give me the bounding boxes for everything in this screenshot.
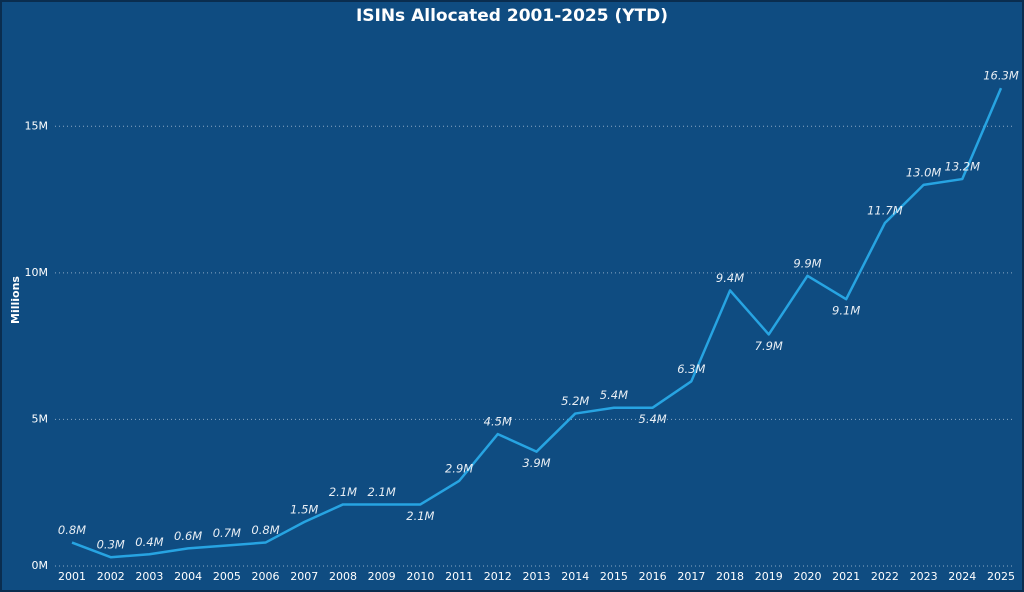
x-tick-label: 2001 [58, 570, 86, 583]
data-label: 0.7M [213, 526, 241, 540]
x-tick-label: 2007 [290, 570, 318, 583]
data-label: 0.4M [135, 535, 163, 549]
x-tick-label: 2008 [329, 570, 357, 583]
data-label: 0.8M [251, 523, 279, 537]
x-tick-label: 2004 [174, 570, 202, 583]
data-label: 9.9M [793, 256, 821, 270]
x-tick-label: 2005 [213, 570, 241, 583]
data-label: 13.2M [945, 160, 981, 174]
data-label: 5.4M [639, 412, 667, 426]
x-tick-label: 2010 [406, 570, 434, 583]
y-tick-label: 10M [25, 266, 49, 279]
data-label: 1.5M [290, 503, 318, 517]
data-label: 4.5M [484, 415, 512, 429]
data-label: 2.9M [445, 461, 473, 475]
data-label: 9.4M [716, 271, 744, 285]
data-label: 16.3M [983, 69, 1019, 83]
data-label: 11.7M [867, 204, 903, 218]
x-tick-label: 2024 [948, 570, 976, 583]
y-tick-label: 5M [32, 412, 49, 425]
x-tick-label: 2009 [368, 570, 396, 583]
y-tick-label: 15M [25, 119, 49, 132]
chart-title: ISINs Allocated 2001-2025 (YTD) [356, 6, 668, 26]
data-label: 3.9M [522, 456, 550, 470]
x-tick-label: 2015 [600, 570, 628, 583]
data-label: 13.0M [906, 165, 942, 179]
x-tick-label: 2025 [987, 570, 1015, 583]
x-tick-label: 2003 [135, 570, 163, 583]
x-tick-label: 2006 [252, 570, 280, 583]
x-tick-label: 2016 [639, 570, 667, 583]
data-label: 2.1M [329, 485, 357, 499]
x-tick-label: 2022 [871, 570, 899, 583]
y-axis-title: Millions [9, 276, 22, 324]
data-label: 9.1M [832, 304, 860, 318]
x-tick-label: 2014 [561, 570, 589, 583]
x-tick-label: 2018 [716, 570, 744, 583]
data-label: 6.3M [677, 362, 705, 376]
x-tick-label: 2002 [97, 570, 125, 583]
x-tick-label: 2020 [793, 570, 821, 583]
x-tick-label: 2017 [677, 570, 705, 583]
data-label: 5.4M [600, 388, 628, 402]
x-tick-label: 2021 [832, 570, 860, 583]
x-tick-label: 2011 [445, 570, 473, 583]
data-label: 0.6M [174, 529, 202, 543]
data-line [71, 87, 1003, 559]
data-label: 5.2M [561, 394, 589, 408]
data-label: 2.1M [406, 509, 434, 523]
x-tick-label: 2019 [755, 570, 783, 583]
y-tick-label: 0M [32, 559, 49, 572]
data-label: 0.3M [97, 538, 125, 552]
data-label: 2.1M [368, 485, 396, 499]
x-tick-label: 2013 [523, 570, 551, 583]
data-label: 0.8M [58, 523, 86, 537]
data-label: 7.9M [755, 339, 783, 353]
x-tick-label: 2012 [484, 570, 512, 583]
x-tick-label: 2023 [910, 570, 938, 583]
